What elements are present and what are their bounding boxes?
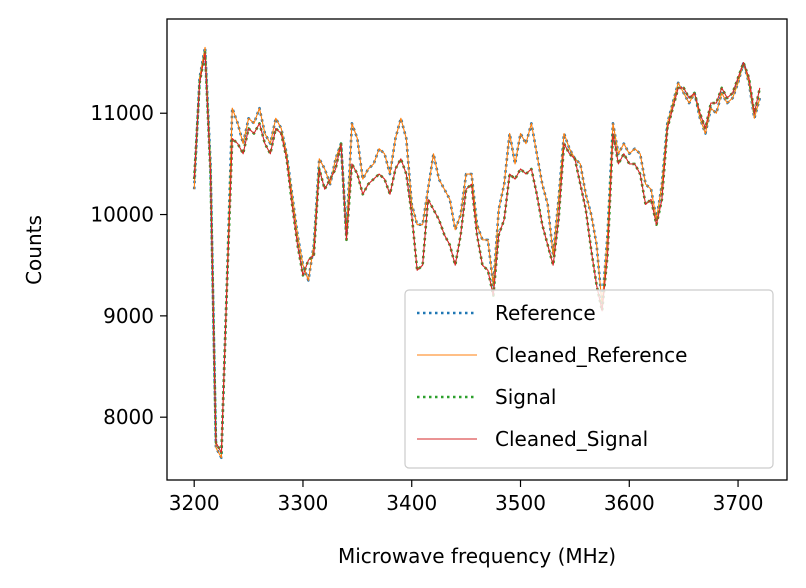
- legend-label: Reference: [495, 301, 596, 325]
- y-axis-label: Counts: [22, 215, 46, 285]
- x-tick-label: 3400: [386, 491, 437, 515]
- y-axis: 8000 9000 10000 11000: [90, 101, 167, 429]
- plot-frame: [166, 18, 788, 481]
- legend-box: [404, 289, 774, 469]
- legend: Reference Cleaned_Reference Signal Cleaned_…: [404, 289, 774, 469]
- x-tick-label: 3300: [278, 491, 329, 515]
- series-line-cleaned-reference: [193, 46, 761, 459]
- y-tick-label: 8000: [103, 405, 154, 429]
- x-axis: 3200 3300 3400 3500 3600 3700: [169, 480, 764, 515]
- series-layer: [192, 46, 762, 460]
- x-tick-label: 3600: [604, 491, 655, 515]
- y-tick-label: 10000: [90, 203, 154, 227]
- legend-label: Cleaned_Reference: [495, 343, 687, 367]
- x-axis-label: Microwave frequency (MHz): [338, 544, 616, 568]
- series-line-cleaned-signal: [193, 51, 761, 454]
- x-tick-label: 3700: [713, 491, 764, 515]
- x-tick-label: 3500: [495, 491, 546, 515]
- y-tick-label: 9000: [103, 304, 154, 328]
- legend-label: Cleaned_Signal: [495, 427, 648, 451]
- legend-label: Signal: [495, 385, 556, 409]
- y-tick-label: 11000: [90, 101, 154, 125]
- x-tick-label: 3200: [169, 491, 220, 515]
